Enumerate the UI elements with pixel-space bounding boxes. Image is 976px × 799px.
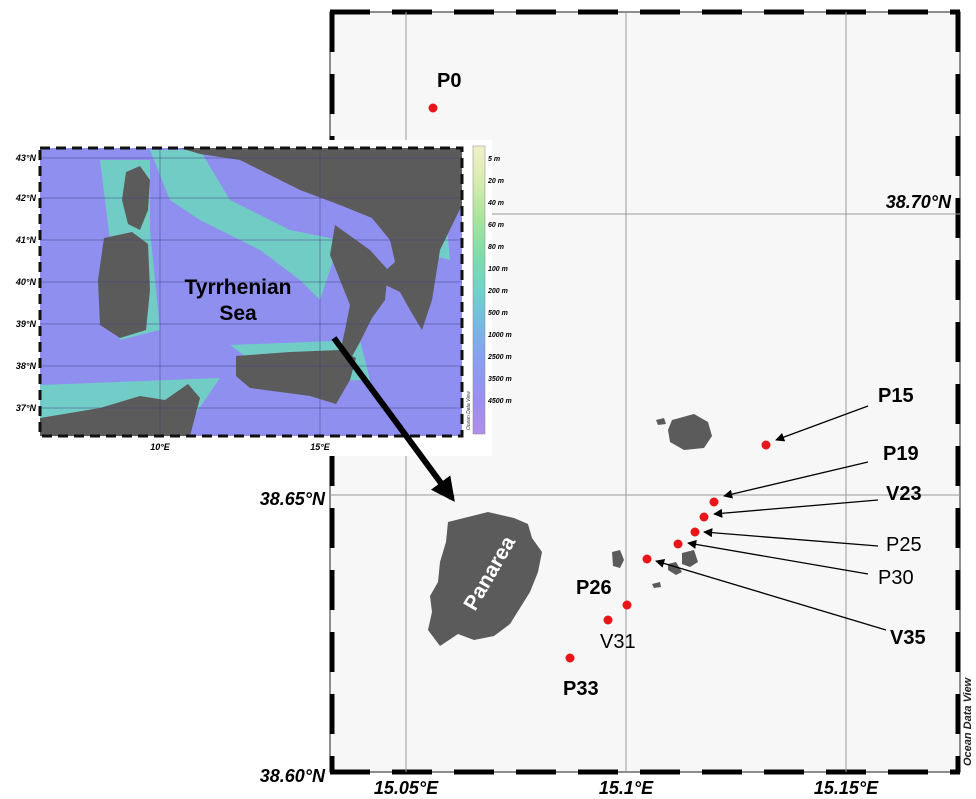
arrow-p19 <box>723 461 869 499</box>
inset-lat-43: 43°N <box>15 153 37 163</box>
station-v31-label: V31 <box>600 631 636 653</box>
inset-lat-37: 37°N <box>16 403 37 413</box>
lat-label-38-65: 38.65°N <box>260 489 326 509</box>
station-p30-label: P30 <box>878 567 914 589</box>
inset-grid <box>40 148 462 436</box>
depth-label-500: 500 m <box>488 310 508 317</box>
inset-lon-labels: 10°E 15°E <box>150 442 331 452</box>
inset-land-corsica <box>122 166 150 230</box>
station-v23-marker <box>699 512 709 522</box>
station-p30-marker <box>673 539 683 549</box>
depth-label-3500: 3500 m <box>488 376 512 383</box>
station-markers <box>428 103 771 663</box>
islet-lisca-bianca <box>612 550 624 568</box>
inset-title-line1: Tyrrhenian <box>185 276 292 299</box>
depth-label-20: 20 m <box>487 178 504 185</box>
depth-label-100: 100 m <box>488 266 508 273</box>
depth-colorbar <box>472 145 486 435</box>
station-p33-label: P33 <box>563 678 599 700</box>
depth-label-2500: 2500 m <box>487 354 512 361</box>
inset-land-italy <box>180 148 462 330</box>
station-v35-label: V35 <box>890 627 926 649</box>
inset-land-africa <box>40 384 200 436</box>
inset-lat-41: 41°N <box>15 235 37 245</box>
station-p15-label: P15 <box>878 385 914 407</box>
inset-lat-40: 40°N <box>15 277 37 287</box>
depth-label-4500: 4500 m <box>487 398 512 405</box>
lon-label-15-05: 15.05°E <box>374 778 439 798</box>
lon-label-15-15: 15.15°E <box>814 778 879 798</box>
arrow-p15 <box>775 405 869 442</box>
inset-land-sicily <box>236 350 356 404</box>
arrow-p30 <box>687 539 869 575</box>
inset-land-calabria <box>330 225 388 360</box>
inset-map: 43°N 42°N 41°N 40°N 39°N 38°N 37°N 10°E … <box>0 140 512 502</box>
depth-label-5: 5 m <box>488 156 500 163</box>
location-arrow <box>331 336 455 502</box>
inset-watermark: Ocean Data View <box>466 391 472 430</box>
station-p26-marker <box>622 600 632 610</box>
inset-lat-39: 39°N <box>16 319 37 329</box>
station-p15-marker <box>761 440 771 450</box>
inset-lon-15: 15°E <box>310 442 331 452</box>
depth-scale-labels: 5 m 20 m 40 m 60 m 80 m 100 m 200 m 500 … <box>487 156 512 405</box>
panarea-island <box>428 512 542 646</box>
lat-label-38-60: 38.60°N <box>260 766 326 786</box>
depth-label-1000: 1000 m <box>488 332 512 339</box>
islet-dattilo <box>682 550 698 567</box>
inset-lat-38: 38°N <box>16 361 37 371</box>
station-p19-label: P19 <box>883 443 919 465</box>
main-map-watermark: Ocean Data View <box>962 676 974 766</box>
station-arrows <box>655 405 887 631</box>
station-p25-label: P25 <box>886 534 922 556</box>
depth-label-40: 40 m <box>487 200 504 207</box>
inset-title-line2: Sea <box>219 302 257 325</box>
station-p19-marker <box>709 497 719 507</box>
station-v23-label: V23 <box>886 483 922 505</box>
islet-small-2 <box>652 582 661 588</box>
station-p25-marker <box>690 527 700 537</box>
basiluzzo-island <box>668 414 712 450</box>
station-p0-marker <box>428 103 438 113</box>
depth-label-60: 60 m <box>488 222 504 229</box>
depth-label-200: 200 m <box>487 288 508 295</box>
inset-frame <box>38 146 464 438</box>
station-p33-marker <box>565 653 575 663</box>
arrow-v35 <box>655 558 887 631</box>
station-p26-label: P26 <box>576 577 612 599</box>
lon-label-15-1: 15.1°E <box>599 778 654 798</box>
station-v31-marker <box>603 615 613 625</box>
station-v35-marker <box>642 554 652 564</box>
islet-small-1 <box>656 418 666 425</box>
inset-lat-labels: 43°N 42°N 41°N 40°N 39°N 38°N 37°N <box>15 153 37 413</box>
inset-land-balkans <box>410 148 462 200</box>
depth-label-80: 80 m <box>488 244 504 251</box>
arrow-p25 <box>703 528 879 547</box>
inset-lon-10: 10°E <box>150 442 171 452</box>
arrow-v23 <box>713 499 879 518</box>
lat-label-38-70: 38.70°N <box>886 192 952 212</box>
inset-land-sardinia <box>98 232 150 338</box>
station-p0-label: P0 <box>437 70 461 92</box>
inset-map-body <box>40 148 462 436</box>
inset-lat-42: 42°N <box>15 193 37 203</box>
